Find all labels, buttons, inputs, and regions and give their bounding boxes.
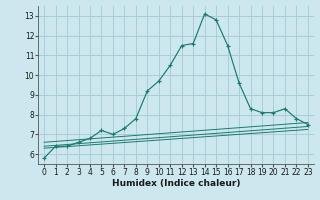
X-axis label: Humidex (Indice chaleur): Humidex (Indice chaleur) [112,179,240,188]
